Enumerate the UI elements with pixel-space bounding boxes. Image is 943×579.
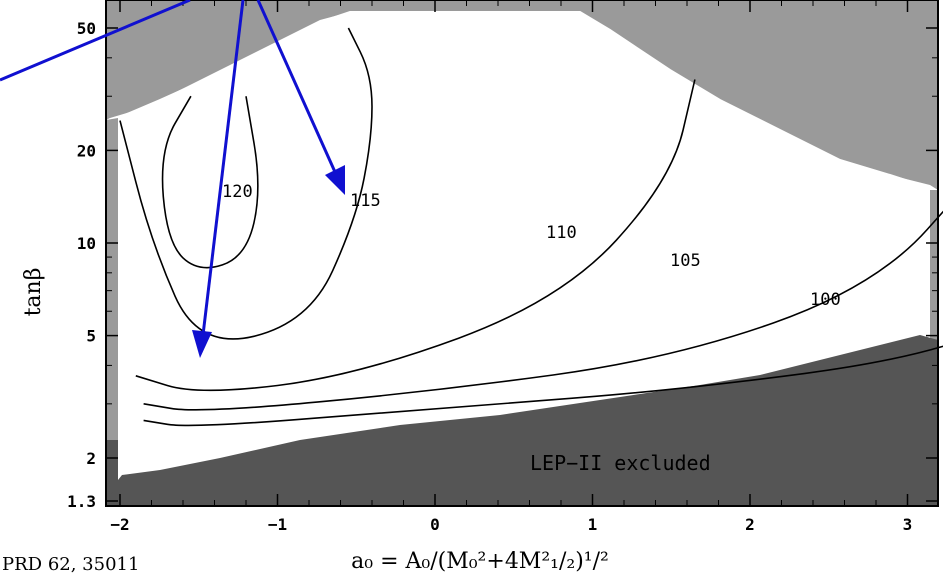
x-axis-title: a₀ = A₀/(M₀²+4M²₁/₂)¹/² xyxy=(351,549,609,574)
contour-115 xyxy=(119,27,373,340)
contour-110 xyxy=(135,79,696,392)
lep-excluded-region xyxy=(106,335,938,506)
contour-label-100: 100 xyxy=(810,290,841,310)
annotation-arrows xyxy=(0,0,345,358)
allowed-region-top-edge xyxy=(117,11,931,189)
excluded-top-region xyxy=(106,0,938,190)
x-tick-label: 0 xyxy=(430,515,440,534)
arrow-line-115 xyxy=(256,0,337,173)
contour-label-120: 120 xyxy=(222,182,253,202)
x-tick-label: −2 xyxy=(110,515,129,534)
y-tick-label: 10 xyxy=(77,234,96,253)
excluded-right-region xyxy=(930,190,938,340)
y-tick-label: 20 xyxy=(77,141,96,160)
reference-citation: PRD 62, 35011 xyxy=(2,554,140,575)
y-tick-label: 50 xyxy=(77,19,96,38)
contour-label-110: 110 xyxy=(546,223,577,243)
x-tick-label: −1 xyxy=(268,515,287,534)
x-tick-label: 3 xyxy=(903,515,913,534)
excluded-left-region xyxy=(106,118,118,460)
x-tick-label: 1 xyxy=(588,515,598,534)
x-tick-label: 2 xyxy=(745,515,755,534)
y-axis-title: tanβ xyxy=(21,268,46,317)
contour-120 xyxy=(161,95,259,269)
y-tick-label: 1.3 xyxy=(67,492,96,511)
arrow-line-min xyxy=(201,0,245,336)
contour-105 xyxy=(143,210,943,411)
arrow-head-115 xyxy=(325,165,345,195)
arrow-head-min xyxy=(192,330,212,358)
y-tick-label: 5 xyxy=(86,327,96,346)
contour-lines xyxy=(119,27,943,427)
contour-100 xyxy=(143,345,943,427)
lep-excluded-left xyxy=(106,440,118,506)
plot-frame xyxy=(105,0,939,507)
contour-label-105: 105 xyxy=(670,251,701,271)
lep-excluded-label: LEP−II excluded xyxy=(530,451,711,475)
contour-label-115: 115 xyxy=(350,191,381,211)
y-tick-label: 2 xyxy=(86,449,96,468)
arrow-line-left xyxy=(0,0,191,82)
